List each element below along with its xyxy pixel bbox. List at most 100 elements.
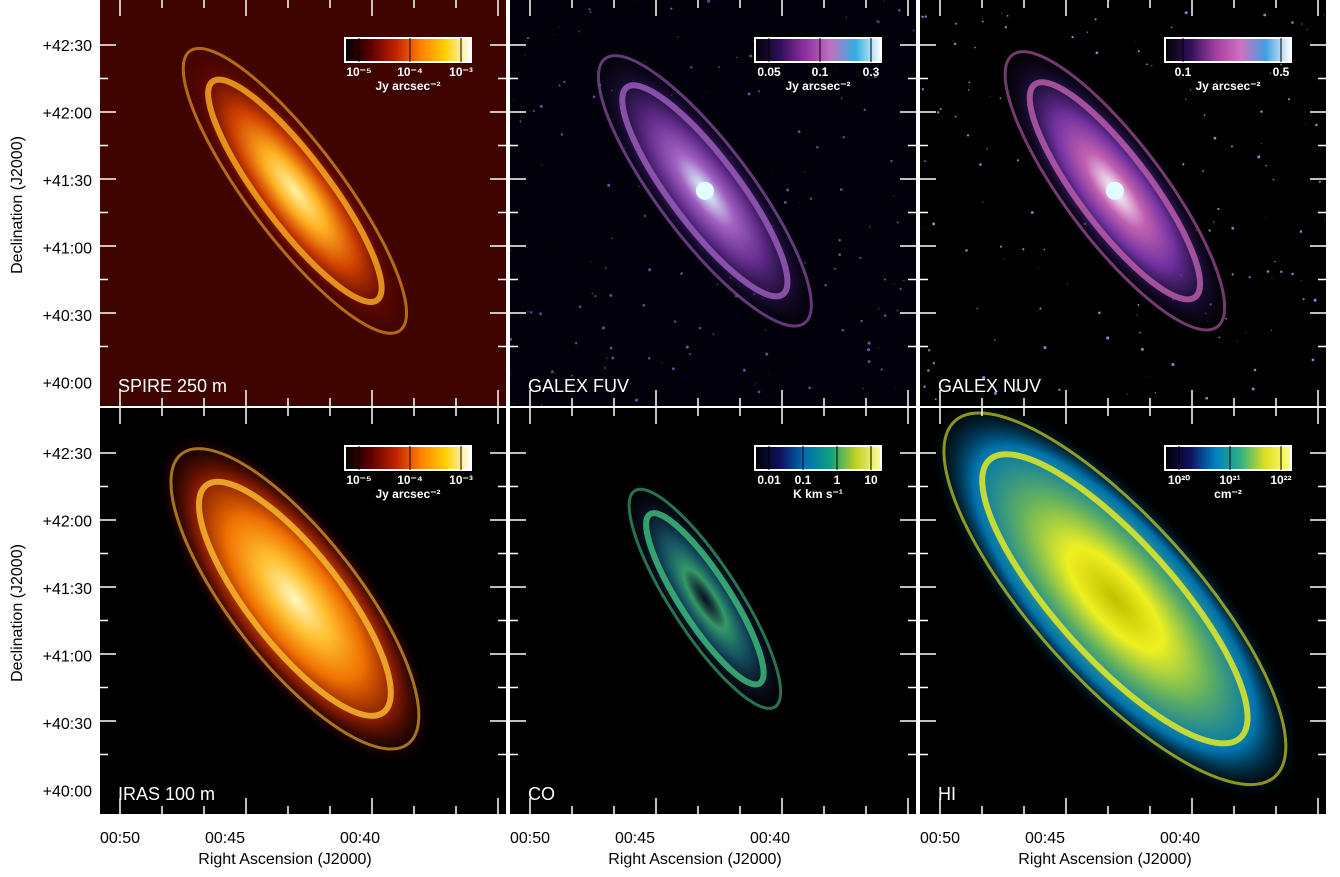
galaxy-ring <box>627 487 783 710</box>
colorbar <box>1164 37 1292 63</box>
star <box>690 66 693 69</box>
y-tick-label: +42:00 <box>43 514 92 531</box>
star <box>1004 26 1007 29</box>
star <box>1253 368 1257 372</box>
star <box>1151 64 1153 67</box>
colorbar-tick-label: 10 <box>864 473 878 487</box>
y-tick-label: +40:00 <box>43 784 92 801</box>
y-axis-title: Declination (J2000) <box>9 136 26 274</box>
star <box>808 386 811 390</box>
star <box>834 267 837 270</box>
panel <box>100 408 506 814</box>
panel-label: HI <box>938 784 956 804</box>
star <box>923 385 926 388</box>
star <box>670 7 673 10</box>
star <box>841 328 845 332</box>
star <box>1184 11 1188 15</box>
star <box>989 96 990 98</box>
star <box>1315 123 1318 127</box>
star <box>607 183 611 187</box>
star <box>934 398 937 401</box>
star <box>932 222 936 226</box>
galaxy-ring <box>205 76 385 305</box>
colorbar-tick-label: 10²² <box>1270 473 1291 487</box>
galaxy-ring <box>619 82 791 300</box>
galaxy-disk <box>158 434 432 764</box>
star <box>976 307 978 310</box>
star <box>1323 14 1325 16</box>
star <box>510 373 511 375</box>
star <box>609 346 613 350</box>
star <box>898 8 901 12</box>
star <box>1182 163 1185 166</box>
star <box>1231 226 1235 230</box>
star <box>1236 340 1238 342</box>
star <box>757 390 761 394</box>
star <box>648 268 652 272</box>
star <box>1137 303 1140 306</box>
y-axis-title: Declination (J2000) <box>9 544 26 682</box>
star <box>941 115 942 117</box>
star <box>896 309 899 312</box>
star <box>1094 18 1097 21</box>
star <box>527 311 529 313</box>
star <box>924 15 927 18</box>
star <box>634 398 639 402</box>
star <box>1189 89 1192 91</box>
star <box>979 163 982 166</box>
x-tick-label: 00:50 <box>100 830 140 847</box>
star <box>575 342 578 345</box>
colorbar-tick-label: 0.3 <box>863 65 880 79</box>
colorbar-unit: cm⁻² <box>1214 487 1242 501</box>
star <box>1265 218 1267 219</box>
star <box>866 348 871 352</box>
star <box>755 383 757 385</box>
star <box>594 295 597 298</box>
star <box>877 308 880 310</box>
colorbar-unit: Jy arcsec⁻² <box>375 487 440 501</box>
star <box>1217 207 1220 211</box>
colorbar-tick-label: 10⁻⁴ <box>397 473 423 487</box>
star <box>1022 248 1025 250</box>
galaxy-ring <box>979 451 1251 747</box>
star <box>603 367 606 369</box>
star <box>673 320 677 323</box>
star <box>637 1 638 2</box>
panel-label: GALEX FUV <box>528 376 629 396</box>
star <box>590 261 592 263</box>
star <box>1301 23 1303 25</box>
star <box>578 31 580 33</box>
star <box>862 387 864 390</box>
star <box>557 254 558 255</box>
star <box>1043 346 1047 350</box>
star <box>1280 64 1282 66</box>
colorbar-tick-label: 10⁻⁵ <box>346 65 371 79</box>
star <box>712 333 715 335</box>
galaxy <box>172 35 418 347</box>
star <box>539 104 543 108</box>
star <box>1136 314 1138 316</box>
star <box>967 89 970 91</box>
star <box>1108 0 1110 1</box>
star <box>563 80 566 84</box>
star <box>974 46 976 49</box>
star <box>1016 159 1020 162</box>
star <box>921 88 924 91</box>
star <box>1291 272 1294 276</box>
star <box>903 280 905 282</box>
star <box>1039 307 1042 310</box>
galaxy-ring <box>181 46 409 335</box>
star <box>685 345 689 349</box>
galaxy-core <box>695 181 714 200</box>
star <box>524 54 526 56</box>
star <box>982 201 984 203</box>
star <box>1317 82 1319 83</box>
star <box>1208 229 1211 232</box>
star <box>1001 12 1003 14</box>
y-tick-label: +40:00 <box>43 376 92 393</box>
star <box>560 133 564 136</box>
y-tick-label: +40:30 <box>43 308 92 325</box>
x-axis-title: Right Ascension (J2000) <box>1018 851 1191 868</box>
star <box>611 237 613 240</box>
star <box>742 368 746 372</box>
